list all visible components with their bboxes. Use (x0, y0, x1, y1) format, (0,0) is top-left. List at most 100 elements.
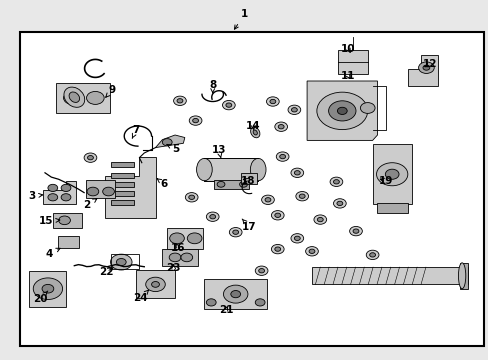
Ellipse shape (250, 158, 265, 181)
Circle shape (145, 277, 165, 292)
Circle shape (294, 171, 300, 175)
Text: 9: 9 (105, 85, 116, 97)
Polygon shape (105, 157, 156, 218)
Polygon shape (111, 173, 134, 178)
Text: 2: 2 (83, 199, 97, 210)
Text: 15: 15 (39, 216, 60, 226)
Text: 11: 11 (340, 71, 355, 81)
Circle shape (360, 103, 374, 113)
Polygon shape (214, 180, 249, 189)
Text: 3: 3 (28, 191, 42, 201)
Text: 18: 18 (241, 176, 255, 186)
Circle shape (187, 233, 202, 244)
Circle shape (87, 156, 93, 160)
Circle shape (217, 181, 224, 187)
Ellipse shape (196, 158, 212, 181)
Circle shape (333, 180, 339, 184)
Circle shape (295, 192, 308, 201)
Circle shape (308, 249, 314, 253)
Circle shape (255, 299, 264, 306)
Circle shape (279, 154, 285, 159)
Circle shape (271, 211, 284, 220)
Text: 16: 16 (171, 243, 185, 253)
Text: 24: 24 (133, 290, 148, 303)
Circle shape (316, 92, 367, 130)
Circle shape (337, 107, 346, 114)
Text: 12: 12 (422, 59, 437, 69)
Polygon shape (56, 83, 110, 113)
Circle shape (102, 187, 114, 196)
Circle shape (61, 184, 71, 192)
Circle shape (274, 122, 287, 131)
Polygon shape (155, 135, 184, 148)
Text: 5: 5 (166, 144, 179, 154)
Text: 13: 13 (211, 145, 226, 158)
Circle shape (33, 278, 62, 300)
Circle shape (59, 216, 70, 225)
Text: 23: 23 (166, 263, 181, 273)
Polygon shape (204, 279, 266, 309)
Circle shape (222, 100, 235, 110)
Polygon shape (58, 236, 79, 248)
Circle shape (86, 91, 104, 104)
Circle shape (177, 99, 183, 103)
Circle shape (294, 236, 300, 240)
Circle shape (116, 258, 126, 266)
Circle shape (255, 266, 267, 275)
Circle shape (48, 184, 58, 192)
Circle shape (269, 99, 275, 104)
Circle shape (87, 187, 99, 196)
Circle shape (185, 193, 198, 202)
Polygon shape (53, 213, 82, 228)
Circle shape (229, 228, 242, 237)
Circle shape (291, 108, 297, 112)
Text: 8: 8 (209, 80, 216, 93)
Circle shape (385, 169, 398, 179)
Polygon shape (111, 162, 134, 167)
Polygon shape (111, 191, 134, 196)
Circle shape (258, 269, 264, 273)
Circle shape (42, 284, 54, 293)
Circle shape (223, 285, 247, 303)
Circle shape (369, 253, 375, 257)
Text: 4: 4 (45, 248, 60, 259)
Text: 19: 19 (378, 176, 393, 186)
Ellipse shape (457, 263, 465, 289)
Circle shape (206, 299, 216, 306)
Polygon shape (162, 249, 198, 266)
Circle shape (230, 291, 240, 298)
Circle shape (274, 247, 280, 251)
Text: 21: 21 (218, 305, 233, 315)
Circle shape (110, 254, 132, 270)
Circle shape (162, 139, 172, 146)
Text: 14: 14 (245, 121, 260, 131)
Circle shape (290, 168, 303, 177)
Circle shape (239, 181, 247, 187)
Circle shape (352, 229, 358, 233)
Circle shape (63, 91, 81, 104)
Polygon shape (240, 173, 256, 184)
Ellipse shape (64, 87, 84, 107)
Circle shape (84, 153, 97, 162)
Ellipse shape (69, 92, 80, 103)
Ellipse shape (250, 127, 260, 138)
Circle shape (299, 194, 305, 198)
Circle shape (173, 96, 186, 105)
Circle shape (274, 213, 280, 217)
Polygon shape (136, 270, 175, 298)
Text: 7: 7 (132, 125, 140, 138)
Polygon shape (111, 200, 134, 205)
Circle shape (328, 101, 355, 121)
Polygon shape (311, 267, 468, 284)
Circle shape (313, 215, 326, 224)
Circle shape (192, 118, 198, 123)
Text: 6: 6 (157, 179, 167, 189)
Polygon shape (167, 228, 203, 249)
Circle shape (317, 217, 323, 222)
Circle shape (48, 194, 58, 201)
Text: 17: 17 (242, 219, 256, 232)
Text: 10: 10 (340, 44, 355, 54)
Polygon shape (376, 203, 407, 213)
Polygon shape (29, 271, 66, 307)
Ellipse shape (253, 130, 257, 135)
